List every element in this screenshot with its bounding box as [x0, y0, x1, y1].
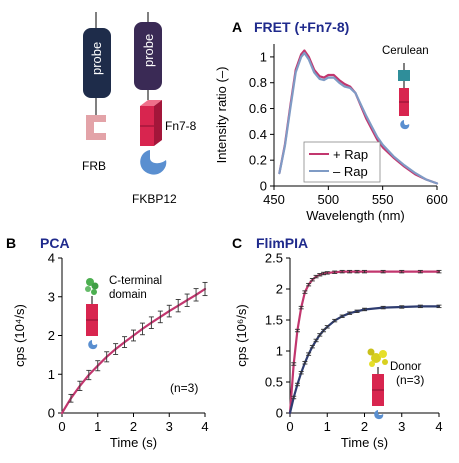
legend-box	[303, 141, 381, 183]
panel-a-label: A	[232, 19, 242, 35]
x-tick-label: 3	[398, 419, 405, 434]
panel-a-legend: + Rap – Rap	[303, 141, 381, 183]
legend-label-plus-rap: + Rap	[333, 147, 368, 162]
panel-b-label: B	[6, 235, 16, 251]
y-tick-label: 0.2	[249, 153, 267, 168]
y-axis-label: cps (10⁴/s)	[12, 304, 27, 367]
x-tick-label: 4	[201, 419, 208, 434]
x-axis-label: Wavelength (nm)	[306, 208, 405, 223]
y-tick-label: 4	[48, 251, 55, 266]
x-tick-label: 600	[426, 192, 448, 207]
y-tick-label: 1	[260, 49, 267, 64]
y-tick-label: 0.8	[249, 75, 267, 90]
fn7-8-block	[140, 100, 162, 146]
x-tick-label: 1	[94, 419, 101, 434]
x-tick-label: 500	[317, 192, 339, 207]
panel-a-plot: 0 0.2 0.4 0.6 0.8 1 450 500 550 600 Wavelength (nm…	[214, 44, 448, 223]
series-line-1	[288, 270, 441, 415]
y-tick-label: 2.5	[265, 251, 283, 266]
x-tick-label: 1	[324, 419, 331, 434]
panel-b-n: (n=3)	[170, 381, 198, 395]
panel-a: A FRET (+Fn7-8) 0 0.2 0.4 0.6 0.8 1 450 500 550 6…	[214, 19, 448, 223]
y-tick-label: 3	[48, 289, 55, 304]
x-tick-label: 0	[286, 419, 293, 434]
x-tick-label: 450	[263, 192, 285, 207]
c-terminal-label-line1: C-terminal	[109, 275, 162, 287]
panel-b-plot: 0 1 2 3 4 0 1 2 3 4 Time (s) cps (10⁴/s)	[12, 251, 209, 451]
y-axis-label: cps (10⁶/s)	[234, 304, 249, 366]
frb-label: FRB	[82, 159, 106, 173]
x-tick-label: 550	[372, 192, 394, 207]
fkbp12-label: FKBP12	[132, 192, 177, 206]
series-line-2	[288, 305, 441, 415]
y-tick-label: 0	[260, 179, 267, 194]
y-tick-label: 0.6	[249, 101, 267, 116]
construct-diagram: probe FRB probe Fn7-8 FKBP12	[82, 12, 197, 206]
panel-b-title: PCA	[40, 235, 70, 251]
probe2-label: probe	[141, 34, 156, 67]
fn7-8-label: Fn7-8	[165, 119, 197, 133]
y-tick-label: 1	[48, 367, 55, 382]
legend-label-minus-rap: – Rap	[333, 164, 368, 179]
y-tick-label: 1.5	[265, 313, 283, 328]
fkbp12-shape	[140, 150, 167, 175]
x-tick-label: 2	[130, 419, 137, 434]
x-tick-label: 4	[435, 419, 442, 434]
x-tick-label: 3	[166, 419, 173, 434]
y-tick-label: 2	[48, 328, 55, 343]
x-tick-label: 2	[361, 419, 368, 434]
panel-c-title: FlimPIA	[256, 235, 308, 251]
donor-label: Donor	[390, 361, 421, 373]
y-tick-label: 1	[276, 344, 283, 359]
c-terminal-label-line2: domain	[109, 289, 147, 301]
probe1-label: probe	[89, 42, 104, 75]
cerulean-label: Cerulean	[382, 45, 429, 57]
y-tick-label: 2	[276, 282, 283, 297]
panel-b: B PCA 0 1 2 3 4 0 1 2 3 4 Time (s) cps (10⁴/s) C-te…	[6, 235, 209, 450]
y-tick-label: 0	[276, 406, 283, 421]
c-terminal-icon	[85, 278, 99, 350]
series-line--rap	[278, 51, 439, 185]
y-tick-label: 0	[48, 406, 55, 421]
x-axis-label: Time (s)	[341, 435, 388, 450]
y-tick-label: 0.5	[265, 375, 283, 390]
panel-c: C FlimPIA 0 0.5 1 1.5 2 2.5 0 1 2 3 4 Time (s) cps (…	[232, 235, 443, 450]
probe1-body	[83, 28, 111, 98]
panel-c-label: C	[232, 235, 242, 251]
probe2-body	[134, 22, 162, 90]
x-tick-label: 0	[58, 419, 65, 434]
frb-shape	[86, 115, 106, 140]
y-axis-label: Intensity ratio (–)	[214, 67, 229, 164]
panel-c-plot: 0 0.5 1 1.5 2 2.5 0 1 2 3 4 Time (s) cps (10⁶/s)	[234, 251, 443, 451]
donor-icon	[367, 348, 388, 420]
panel-a-title: FRET (+Fn7-8)	[254, 19, 349, 35]
x-axis-label: Time (s)	[110, 435, 157, 450]
y-tick-label: 0.4	[249, 127, 267, 142]
panel-c-n: (n=3)	[396, 373, 424, 387]
cerulean-icon	[398, 63, 410, 130]
